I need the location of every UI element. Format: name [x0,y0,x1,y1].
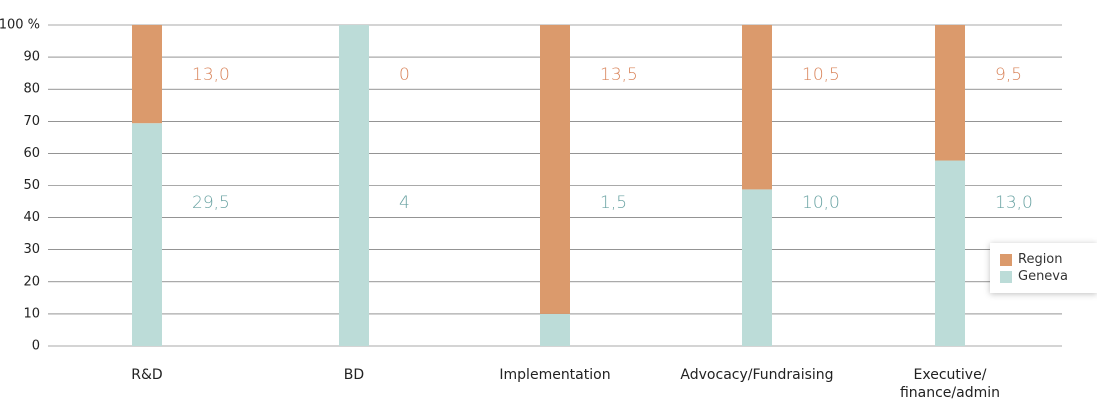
bar-segment [935,25,965,161]
value-label: 13,0 [192,65,230,85]
bar-segment [339,25,369,346]
y-tick-label: 100 % [0,18,40,33]
value-label: 13,0 [995,193,1033,213]
y-tick-label: 90 [23,50,40,65]
legend-item: Region [1000,252,1063,268]
bar-segment [935,160,965,346]
value-label: 4 [399,193,410,213]
x-tick-label: Executive/ finance/admin [899,367,1001,401]
bar-segment [132,123,162,346]
value-label: 1,5 [600,193,627,213]
y-tick-label: 70 [23,114,40,129]
value-label: 0 [399,65,410,85]
bar-segment [742,189,772,346]
bar-segment [132,25,162,124]
y-tick-label: 80 [23,82,40,97]
value-label: 10,0 [802,193,840,213]
bar-segment [540,313,570,346]
y-tick-label: 10 [23,306,40,321]
y-tick-label: 20 [23,274,40,289]
value-label: 29,5 [192,193,230,213]
value-label: 13,5 [600,65,638,85]
bar-segment [742,25,772,190]
legend-swatch [1000,254,1012,266]
x-tick-label: Advocacy/Fundraising [680,367,834,383]
y-tick-label: 40 [23,210,40,225]
x-tick-label: Implementation [499,367,611,383]
y-tick-label: 30 [23,242,40,257]
x-tick-label: BD [343,367,365,383]
y-tick-label: 60 [23,146,40,161]
x-tick-label: R&D [131,367,163,383]
value-label: 9,5 [995,65,1022,85]
legend-swatch [1000,271,1012,283]
value-label: 10,5 [802,65,840,85]
bar-segment [540,25,570,314]
y-tick-label: 50 [23,178,40,193]
y-tick-label: 0 [32,339,40,354]
legend: Region Geneva [990,243,1097,293]
legend-item: Geneva [1000,269,1068,285]
